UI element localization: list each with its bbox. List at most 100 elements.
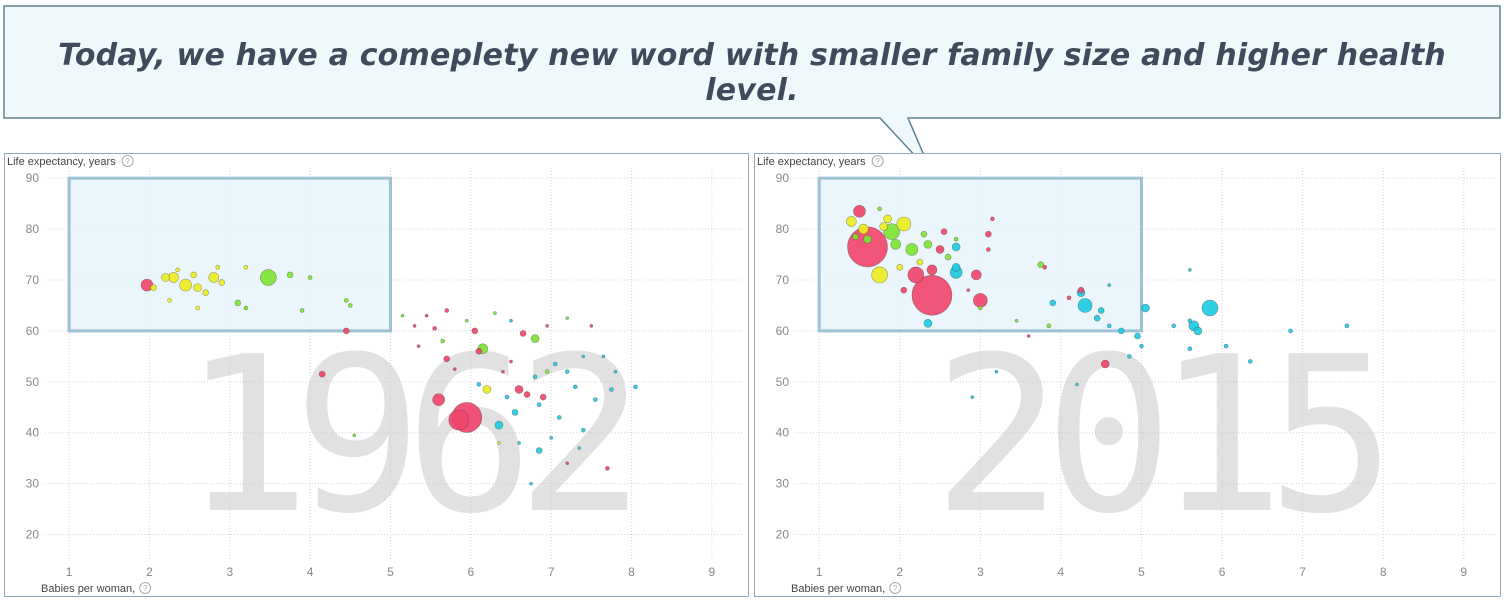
y-tick-label: 60 — [776, 324, 790, 338]
bubble-point — [846, 216, 857, 227]
bubble-point — [944, 253, 952, 261]
bubble-point — [243, 305, 249, 311]
bubble-point — [1118, 327, 1125, 335]
bubble-point — [605, 466, 610, 471]
bubble-point — [966, 288, 971, 292]
bubble-point — [1344, 323, 1350, 329]
bubble-point — [1093, 314, 1101, 322]
bubble-point — [400, 313, 405, 318]
speech-bubble-shape — [3, 5, 1501, 175]
bubble-point — [853, 204, 866, 218]
help-icon-glyph: ? — [125, 157, 130, 166]
bubble-point — [923, 318, 933, 328]
bubble-point — [556, 415, 562, 420]
bubble-point — [986, 247, 991, 252]
y-tick-label: 50 — [776, 375, 790, 389]
x-tick-label: 2 — [146, 565, 153, 579]
help-icon — [871, 155, 884, 167]
y-tick-label: 40 — [776, 426, 790, 440]
bubble-point — [168, 272, 179, 283]
bubble-point — [432, 326, 437, 331]
bubble-point — [1049, 299, 1057, 307]
y-tick-label: 70 — [776, 273, 790, 287]
bubble-point — [1187, 318, 1193, 324]
help-icon — [121, 155, 134, 167]
highlight-box — [67, 176, 392, 333]
x-tick-label: 6 — [467, 565, 474, 579]
bubble-point — [218, 279, 226, 286]
bubble-point — [260, 269, 277, 286]
bubble-point — [1014, 318, 1019, 323]
bubble-point — [883, 214, 892, 224]
year-watermark: 2015 — [933, 310, 1380, 561]
bubble-point — [916, 258, 924, 266]
bubble-point — [970, 269, 982, 281]
bubble-point — [879, 222, 888, 231]
bubble-point — [1201, 299, 1219, 317]
bubble-point — [299, 308, 305, 313]
bubble-point — [593, 397, 598, 402]
bubble-point — [1037, 261, 1045, 269]
bubble-point — [926, 264, 938, 276]
bubble-point — [544, 369, 550, 374]
bubble-point — [493, 311, 497, 315]
bubble-point — [517, 441, 521, 445]
x-axis-title: Babies per woman, — [791, 583, 885, 595]
x-tick-label: 1 — [66, 565, 73, 579]
bubble-point — [1139, 343, 1144, 349]
bubble-point — [501, 369, 505, 374]
bubble-point — [536, 402, 542, 408]
bubble-point — [539, 393, 547, 401]
y-tick-label: 20 — [26, 528, 40, 542]
bubble-point — [443, 355, 451, 363]
x-tick-label: 9 — [1460, 565, 1467, 579]
bubble-point — [970, 395, 975, 399]
y-tick-label: 20 — [776, 528, 790, 542]
x-tick-label: 7 — [548, 565, 555, 579]
bubble-point — [549, 436, 553, 440]
bubble-point — [951, 262, 961, 272]
bubble-point — [589, 324, 594, 328]
bubble-point — [847, 226, 888, 268]
bubble-point — [190, 271, 197, 279]
bubble-point — [476, 382, 482, 387]
bubble-point — [286, 271, 294, 279]
x-tick-label: 4 — [307, 565, 314, 579]
help-icon — [889, 582, 902, 594]
bubble-point — [1046, 323, 1052, 329]
bubble-point — [896, 263, 904, 271]
bubble-chart-2015: 2015 20 30 40 50 60 70 80 90 1 2 3 4 5 6 7 8 9 Life expect… — [757, 155, 1496, 595]
bubble-point — [1097, 307, 1105, 314]
bubble-point — [863, 234, 872, 244]
bubble-point — [907, 266, 925, 284]
bubble-point — [1193, 326, 1203, 336]
help-icon-glyph: ? — [893, 584, 898, 593]
bubble-point — [509, 318, 513, 323]
bubble-point — [852, 233, 859, 241]
bubble-point — [883, 223, 900, 240]
bubble-point — [1141, 303, 1150, 313]
bubble-point — [535, 447, 543, 454]
bubble-point — [1127, 354, 1132, 359]
bubble-point — [890, 239, 902, 250]
bubble-point — [234, 299, 242, 307]
bubble-point — [953, 236, 959, 242]
year-watermark: 1962 — [182, 310, 628, 561]
bubble-point — [352, 433, 357, 438]
x-tick-label: 5 — [387, 565, 394, 579]
bubble-point — [1075, 382, 1079, 387]
bubble-point — [432, 393, 445, 406]
bubble-point — [858, 223, 869, 235]
y-tick-label: 30 — [26, 477, 40, 491]
bubble-point — [424, 313, 429, 318]
bubble-point — [440, 338, 446, 344]
bubble-point — [601, 354, 606, 359]
help-icon-glyph: ? — [875, 157, 880, 166]
bubble-point — [920, 230, 928, 238]
bubble-point — [215, 264, 221, 270]
y-tick-label: 50 — [26, 375, 40, 389]
bubble-point — [1042, 264, 1048, 270]
bubble-point — [1187, 346, 1193, 352]
bubble-point — [900, 286, 908, 294]
bubble-point — [161, 273, 170, 282]
